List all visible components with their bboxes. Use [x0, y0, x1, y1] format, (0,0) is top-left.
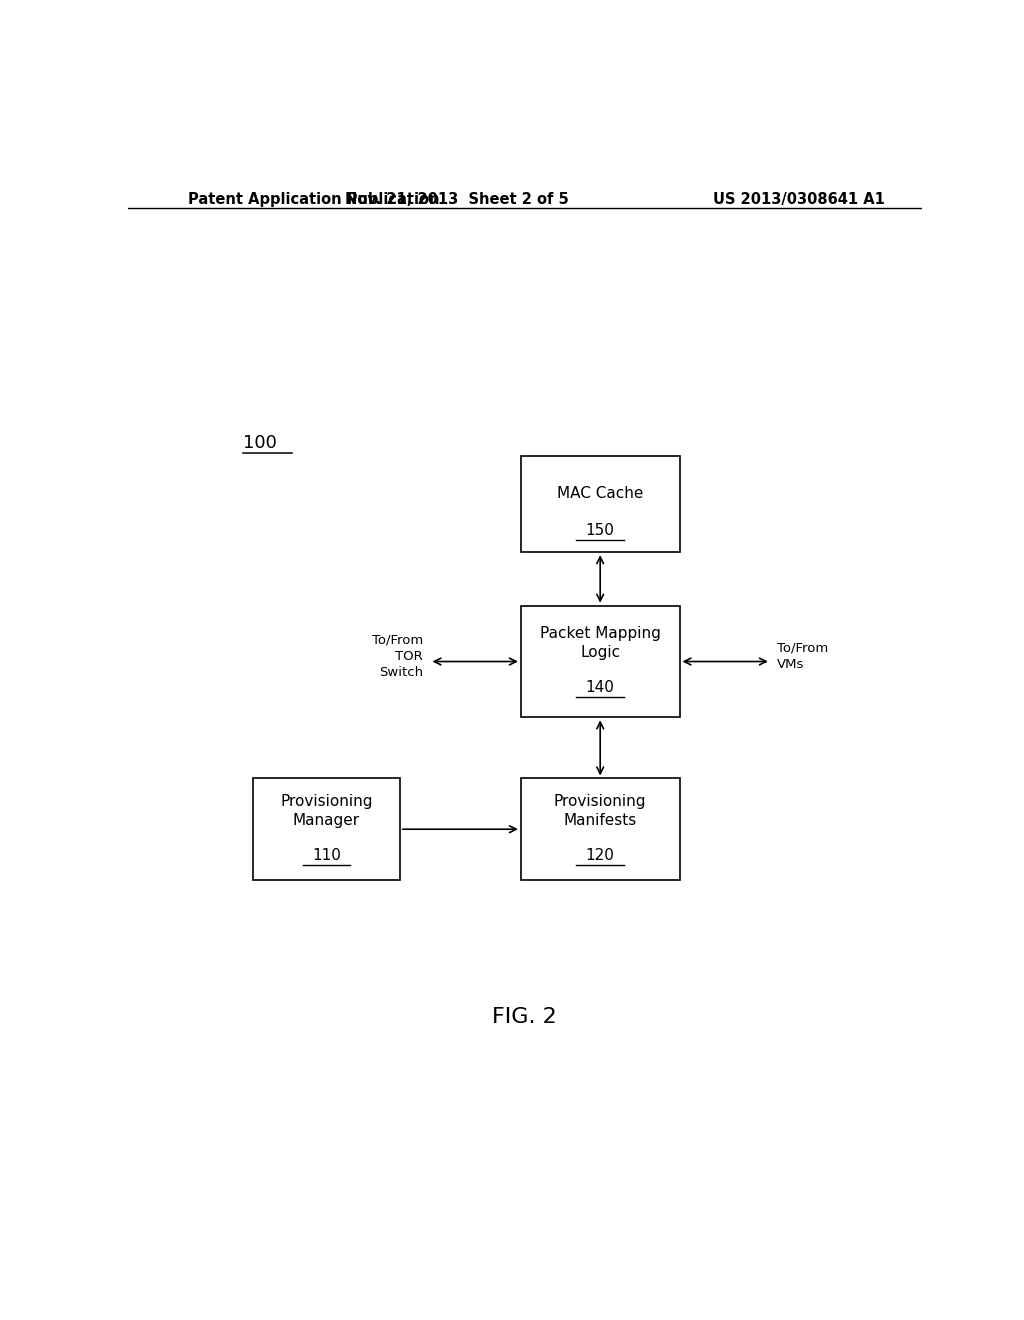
Bar: [253, 779, 399, 880]
Text: To/From
TOR
Switch: To/From TOR Switch: [372, 634, 423, 678]
Text: 110: 110: [312, 849, 341, 863]
Text: FIG. 2: FIG. 2: [493, 1007, 557, 1027]
Text: Packet Mapping
Logic: Packet Mapping Logic: [540, 627, 660, 660]
Text: Provisioning
Manager: Provisioning Manager: [281, 795, 373, 828]
Text: Provisioning
Manifests: Provisioning Manifests: [554, 795, 646, 828]
Text: Nov. 21, 2013  Sheet 2 of 5: Nov. 21, 2013 Sheet 2 of 5: [345, 193, 569, 207]
Bar: [521, 455, 680, 552]
Bar: [521, 779, 680, 880]
Text: US 2013/0308641 A1: US 2013/0308641 A1: [713, 193, 885, 207]
Text: 120: 120: [586, 849, 614, 863]
Bar: [521, 606, 680, 718]
Text: Patent Application Publication: Patent Application Publication: [187, 193, 439, 207]
Text: 150: 150: [586, 523, 614, 539]
Text: MAC Cache: MAC Cache: [557, 486, 643, 502]
Text: To/From
VMs: To/From VMs: [777, 642, 828, 671]
Text: 140: 140: [586, 680, 614, 696]
Text: 100: 100: [243, 434, 276, 451]
